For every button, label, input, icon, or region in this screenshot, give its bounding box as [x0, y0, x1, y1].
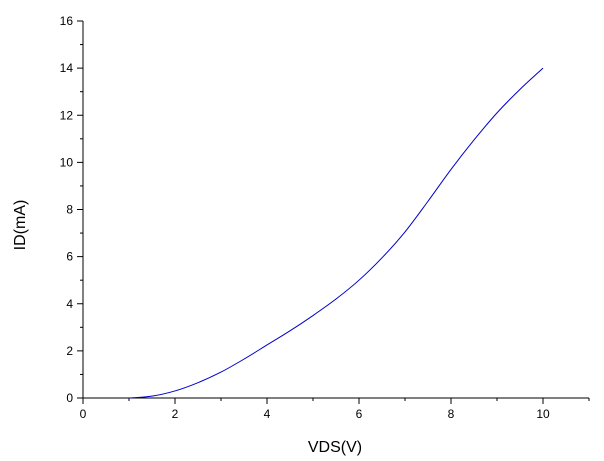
x-tick-label: 6 [356, 407, 363, 421]
series-line [128, 67, 544, 399]
x-tick-label: 0 [80, 407, 87, 421]
tick-labels: 0 2 4 6 8 10 0 2 4 6 8 10 12 14 16 [60, 14, 550, 421]
y-tick-label: 10 [60, 155, 74, 169]
y-tick-label: 0 [66, 391, 73, 405]
axes [82, 21, 589, 399]
x-tick-label: 2 [172, 407, 179, 421]
x-tick-label: 10 [536, 407, 550, 421]
y-tick-label: 12 [60, 108, 74, 122]
x-tick-label: 4 [264, 407, 271, 421]
y-tick-label: 2 [66, 344, 73, 358]
y-tick-label: 6 [66, 250, 73, 264]
y-tick-label: 16 [60, 14, 74, 28]
plot-area [128, 67, 544, 399]
y-axis-title: ID(mA) [12, 200, 29, 251]
x-tick-label: 8 [448, 407, 455, 421]
y-tick-label: 4 [66, 297, 73, 311]
ticks [77, 20, 590, 404]
y-tick-label: 14 [60, 61, 74, 75]
y-tick-label: 8 [66, 203, 73, 217]
x-axis-title: VDS(V) [308, 439, 362, 456]
